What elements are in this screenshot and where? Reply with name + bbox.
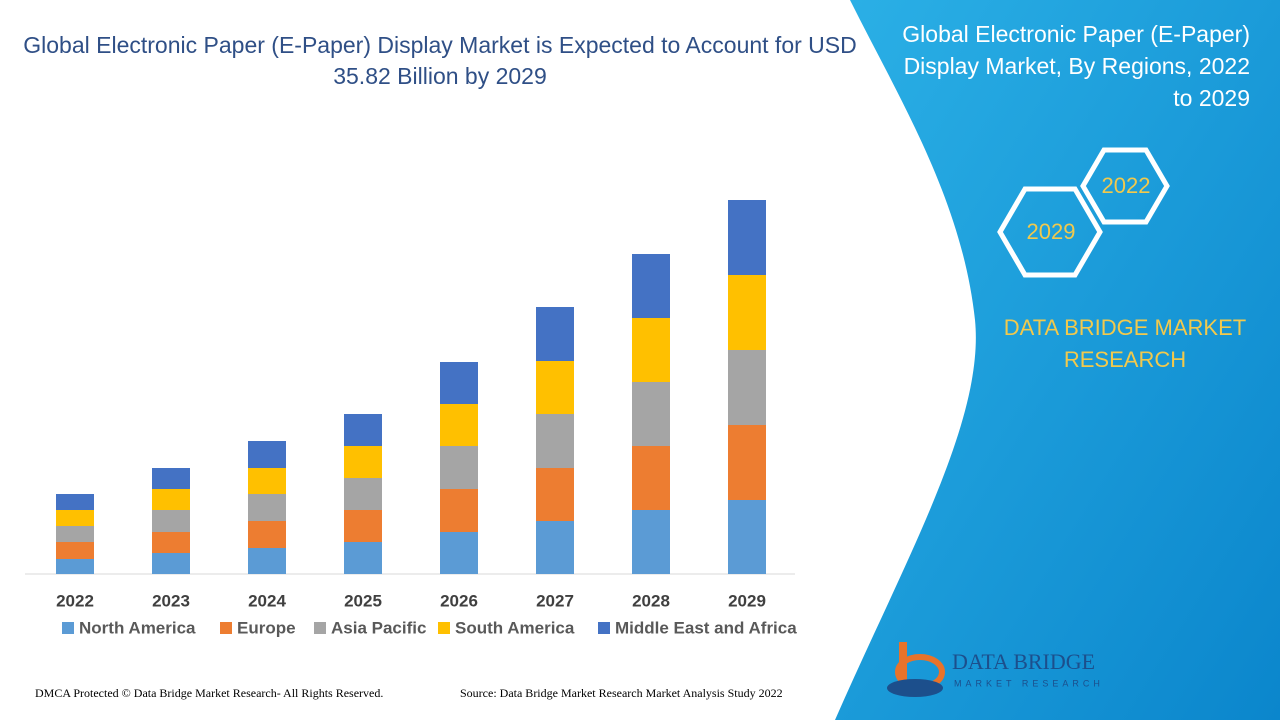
logo [887,642,945,697]
legend-label: Middle East and Africa [615,618,797,637]
bar-segment [344,414,382,446]
bar-segment [536,468,574,521]
bar-segment [632,510,670,574]
bar-segment [248,548,286,574]
hex-label: 2022 [1102,173,1151,198]
bar-segment [536,361,574,414]
bar-segment [56,494,94,510]
bar-segment [632,382,670,446]
bar-segment [152,489,190,510]
side-panel [835,0,1280,720]
legend-label: South America [455,618,575,637]
bar-segment [728,200,766,275]
bar-segment [632,318,670,382]
x-tick-label: 2023 [152,591,190,610]
bar-segment [440,362,478,404]
bar-segment [728,350,766,425]
bar-segment [56,510,94,526]
hexagon [1080,147,1170,225]
bar-segment [632,254,670,318]
bar-segment [440,446,478,489]
logo-mark [887,679,943,697]
bar-segment [248,494,286,521]
brand: DATA BRIDGE MARKET RESEARCH [1003,315,1247,372]
bar-segment [152,468,190,489]
legend-swatch [314,622,326,634]
x-tick-label: 2028 [632,591,670,610]
bar-segment [248,468,286,494]
x-tick-label: 2029 [728,591,766,610]
chart-title: Global Electronic Paper (E-Paper) Displa… [23,32,857,89]
bar-segment [248,441,286,468]
logo-name: DATA BRIDGE [952,649,1095,674]
bar-segment [152,532,190,553]
bar-segment [344,510,382,542]
bar-segment [440,532,478,574]
bar-segment [728,500,766,574]
panel-title: Global Electronic Paper (E-Paper) Displa… [902,21,1250,111]
bar-segment [344,542,382,574]
x-tick-label: 2025 [344,591,382,610]
legend-swatch [598,622,610,634]
bar-segment [152,510,190,532]
bar-segment [56,542,94,559]
bar-segment [56,559,94,574]
legend-swatch [438,622,450,634]
logo-sub: MARKET RESEARCH [954,678,1104,688]
legend-label: Asia Pacific [331,618,426,637]
bar-segment [248,521,286,548]
bar-segment [152,553,190,574]
bar-segment [440,489,478,532]
x-tick-label: 2027 [536,591,574,610]
x-tick-label: 2022 [56,591,94,610]
bar-segment [440,404,478,446]
legend-label: North America [79,618,196,637]
hexagon [997,186,1103,278]
copyright: DMCA Protected © Data Bridge Market Rese… [35,686,384,700]
legend-swatch [62,622,74,634]
bar-segment [536,521,574,574]
bar-segment [728,275,766,350]
bar-segment [344,478,382,510]
hex-label: 2029 [1027,219,1076,244]
legend-label: Europe [237,618,296,637]
x-tick-label: 2024 [248,591,286,610]
bar-segment [632,446,670,510]
bar-segment [56,526,94,542]
bar-segment [344,446,382,478]
legend-swatch [220,622,232,634]
x-tick-label: 2026 [440,591,478,610]
bar-segment [536,307,574,361]
bar-segment [536,414,574,468]
source: Source: Data Bridge Market Research Mark… [460,686,783,700]
bar-segment [728,425,766,500]
